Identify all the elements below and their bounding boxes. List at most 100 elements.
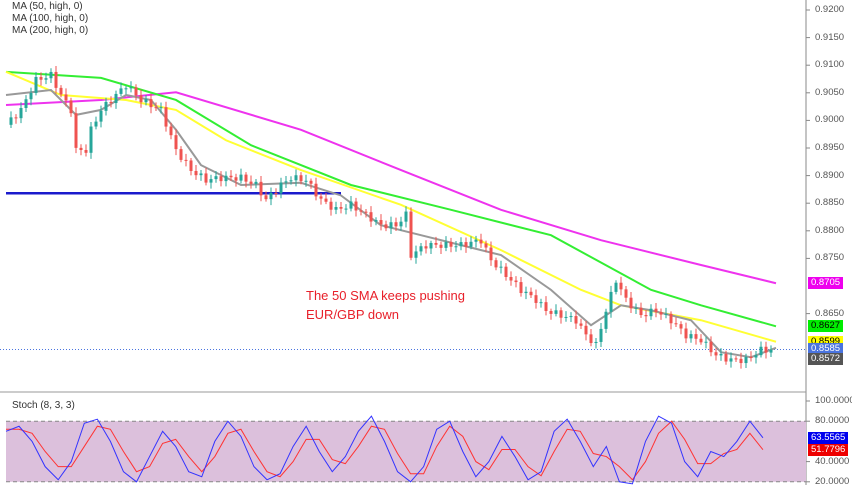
candle-body	[529, 291, 533, 296]
candle-body	[514, 280, 518, 283]
candle-body	[179, 149, 183, 160]
candle-body	[339, 207, 343, 209]
price-tick-label: 0.8800	[815, 224, 845, 236]
candle-body	[479, 239, 483, 244]
candle-body	[454, 246, 458, 248]
stoch-tick-label: 40.0000	[815, 455, 850, 467]
candle-body	[219, 176, 223, 182]
candle-body	[19, 107, 23, 119]
candle-body	[14, 117, 18, 119]
candle-body	[319, 196, 323, 199]
price-tick-label: 0.8950	[815, 142, 845, 153]
candle-body	[109, 101, 113, 104]
candle-body	[504, 266, 508, 278]
price-tag: 0.8572	[808, 352, 844, 365]
candle-body	[279, 182, 283, 194]
candle-body	[734, 358, 738, 360]
ma200-line	[5, 91, 777, 285]
stoch-tick-label: 100.0000	[815, 395, 852, 406]
candle-body	[324, 198, 328, 202]
stoch-d-line	[6, 420, 764, 481]
candle-body	[469, 241, 473, 247]
price-tick-label: 0.9200	[815, 4, 845, 15]
candle-body	[654, 308, 658, 313]
candle-body	[114, 93, 118, 104]
candle-body	[624, 289, 628, 298]
candle-body	[249, 181, 253, 184]
candle-body	[609, 291, 613, 312]
candle-body	[229, 175, 233, 178]
candle-body	[644, 315, 648, 317]
candle-body	[359, 210, 363, 212]
candle-body	[294, 175, 298, 181]
legend-ma50: MA (50, high, 0)	[12, 1, 83, 12]
candle-body	[259, 181, 263, 196]
candle-body	[679, 324, 683, 329]
candle-body	[539, 302, 543, 304]
candle-body	[189, 160, 193, 171]
annotation-line-1: The 50 SMA keeps pushing	[306, 288, 465, 303]
candle-body	[154, 107, 158, 109]
candle-body	[134, 87, 138, 96]
candle-body	[424, 246, 428, 249]
candle-body	[9, 117, 13, 125]
price-tick-label: 0.8650	[815, 307, 845, 319]
candle-body	[39, 76, 43, 80]
price-tick-label: 0.8850	[815, 197, 845, 209]
candle-body	[129, 87, 133, 89]
stoch-tag: 51.7796	[808, 443, 849, 456]
stoch-tick-label: 20.0000	[815, 475, 850, 487]
candle-body	[49, 71, 53, 79]
candle-body	[404, 211, 408, 222]
candle-body	[659, 312, 663, 315]
candle-body	[399, 221, 403, 227]
price-tick-label: 0.9050	[815, 86, 845, 98]
candle-body	[369, 212, 373, 222]
candle-body	[749, 357, 753, 359]
candle-body	[769, 349, 773, 353]
candle-body	[449, 241, 453, 247]
candle-body	[699, 338, 703, 343]
candle-body	[759, 346, 763, 356]
candle-body	[549, 310, 553, 314]
candle-body	[99, 110, 103, 122]
candle-body	[304, 180, 308, 182]
candle-body	[629, 297, 633, 309]
candle-body	[184, 159, 188, 161]
candle-body	[489, 247, 493, 261]
candle-body	[334, 207, 338, 210]
candle-body	[34, 76, 38, 93]
candle-body	[234, 177, 238, 181]
candle-body	[239, 174, 243, 181]
candle-body	[194, 170, 198, 176]
candle-body	[274, 192, 278, 194]
candle-body	[164, 107, 168, 127]
candle-body	[104, 101, 108, 111]
candle-body	[414, 251, 418, 258]
candle-body	[289, 180, 293, 182]
candle-body	[209, 179, 213, 183]
candle-body	[739, 358, 743, 364]
stoch-k-line	[5, 415, 764, 485]
candle-body	[634, 307, 638, 309]
candle-body	[579, 323, 583, 326]
candle-body	[314, 183, 318, 197]
candle-body	[559, 310, 563, 318]
candle-body	[744, 357, 748, 364]
price-tick-label: 0.9150	[815, 31, 845, 43]
price-tick-label: 0.8900	[815, 169, 845, 181]
candle-body	[594, 341, 598, 344]
candle-body	[494, 260, 498, 268]
candle-body	[269, 192, 273, 200]
candle-body	[349, 201, 353, 209]
candle-body	[264, 195, 268, 200]
candle-body	[439, 244, 443, 248]
stoch-tick-label: 80.0000	[815, 415, 850, 427]
candle-body	[499, 266, 503, 268]
candle-body	[694, 334, 698, 339]
legend-ma200: MA (200, high, 0)	[12, 25, 89, 36]
candle-body	[754, 355, 758, 358]
candle-body	[524, 291, 528, 294]
candle-body	[119, 88, 123, 94]
